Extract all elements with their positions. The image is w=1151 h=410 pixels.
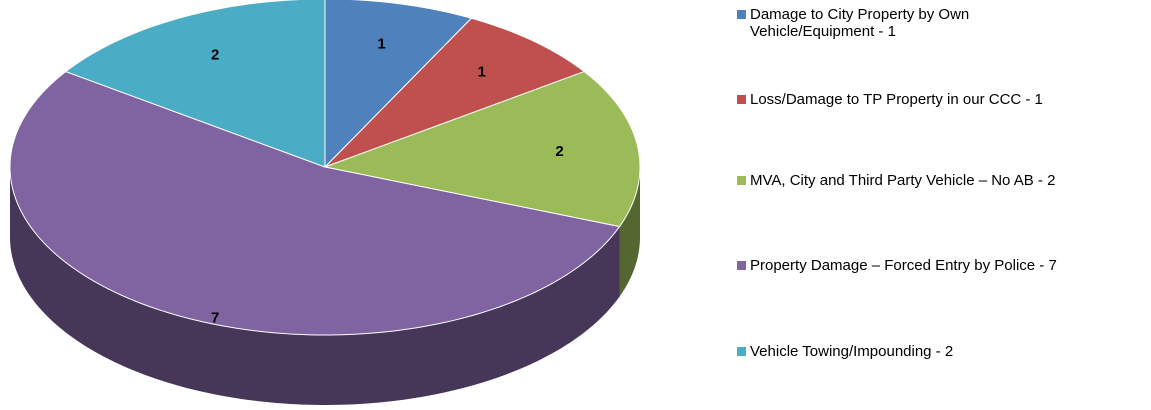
slice bbox=[324, 17, 586, 168]
pie-tops bbox=[9, 0, 641, 336]
data-label: 2 bbox=[555, 143, 563, 160]
legend-item: MVA, City and Third Party Vehicle – No A… bbox=[737, 172, 1055, 189]
slice bbox=[9, 70, 621, 336]
legend-item: Damage to City Property by Own Vehicle/E… bbox=[737, 6, 1000, 40]
legend-item: Loss/Damage to TP Property in our CCC - … bbox=[737, 91, 1043, 108]
legend-item: Property Damage – Forced Entry by Police… bbox=[737, 257, 1057, 274]
legend-label: Loss/Damage to TP Property in our CCC - … bbox=[750, 91, 1043, 108]
legend-swatch bbox=[737, 176, 746, 185]
slice bbox=[324, 0, 473, 169]
data-label: 7 bbox=[211, 310, 219, 327]
legend-swatch bbox=[737, 10, 746, 19]
slice bbox=[323, 70, 641, 228]
legend-label: Damage to City Property by Own Vehicle/E… bbox=[750, 6, 970, 40]
slice-side bbox=[619, 167, 640, 297]
slice-side bbox=[10, 167, 620, 405]
slice bbox=[64, 0, 326, 168]
legend-label: Property Damage – Forced Entry by Police… bbox=[750, 257, 1057, 274]
legend-item: Vehicle Towing/Impounding - 2 bbox=[737, 343, 953, 360]
legend-swatch bbox=[737, 95, 746, 104]
legend-swatch bbox=[737, 347, 746, 356]
data-label: 1 bbox=[477, 64, 485, 81]
legend-label: Vehicle Towing/Impounding - 2 bbox=[750, 343, 954, 360]
pie-sides bbox=[10, 167, 640, 405]
legend-label: MVA, City and Third Party Vehicle – No A… bbox=[750, 172, 1056, 189]
data-label: 2 bbox=[211, 46, 219, 63]
data-label: 1 bbox=[377, 36, 385, 53]
legend-swatch bbox=[737, 261, 746, 270]
